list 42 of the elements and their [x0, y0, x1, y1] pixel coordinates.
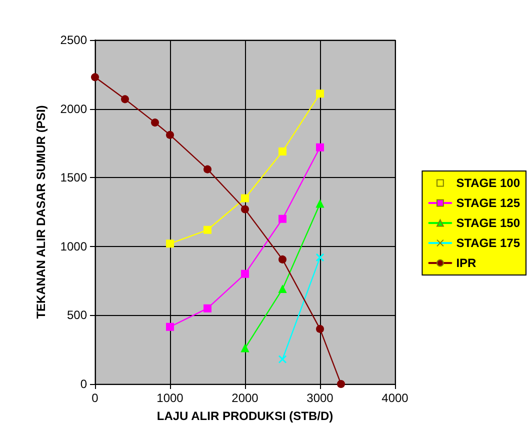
point	[241, 344, 249, 352]
x-tick-label: 2000	[232, 391, 259, 405]
point	[204, 304, 212, 312]
point	[91, 73, 99, 82]
y-tick-label: 1000	[60, 239, 88, 254]
point	[278, 147, 286, 156]
x-axis-title: LAJU ALIR PRODUKSI (STB/D)	[156, 409, 334, 423]
point	[278, 255, 286, 264]
point	[204, 226, 212, 234]
legend-label: STAGE 175	[456, 236, 520, 250]
y-axis-title: TEKANAN ALIR DASAR SUMUR (PSI)	[34, 105, 48, 319]
y-tick-label: 500	[66, 308, 88, 322]
point	[278, 214, 286, 223]
point	[278, 285, 286, 294]
point	[241, 205, 249, 214]
y-tick-label: 1500	[60, 170, 88, 185]
y-tick-label: 2500	[60, 33, 88, 47]
legend-label: IPR	[456, 256, 477, 270]
point	[204, 165, 212, 174]
point	[241, 194, 249, 202]
x-tick-label: 1000	[156, 391, 184, 405]
point	[316, 90, 324, 98]
point	[151, 118, 159, 127]
x-tick-label: 3000	[306, 391, 334, 405]
point	[278, 354, 287, 364]
point	[166, 322, 174, 331]
y-tick-label: 2000	[60, 102, 88, 116]
point	[166, 240, 174, 248]
x-tick-label: 4000	[382, 391, 409, 405]
legend-label: STAGE 100	[456, 176, 520, 190]
point	[337, 380, 345, 388]
y-tick-label: 0	[80, 377, 88, 391]
point	[316, 200, 324, 208]
legend-label: STAGE 125	[456, 196, 520, 210]
legend-label: STAGE 150	[456, 216, 520, 230]
point	[316, 143, 324, 152]
x-tick-label: 0	[92, 391, 99, 405]
point	[316, 253, 324, 262]
point	[166, 130, 174, 139]
point	[121, 95, 129, 104]
point	[316, 324, 324, 333]
point	[241, 270, 249, 278]
